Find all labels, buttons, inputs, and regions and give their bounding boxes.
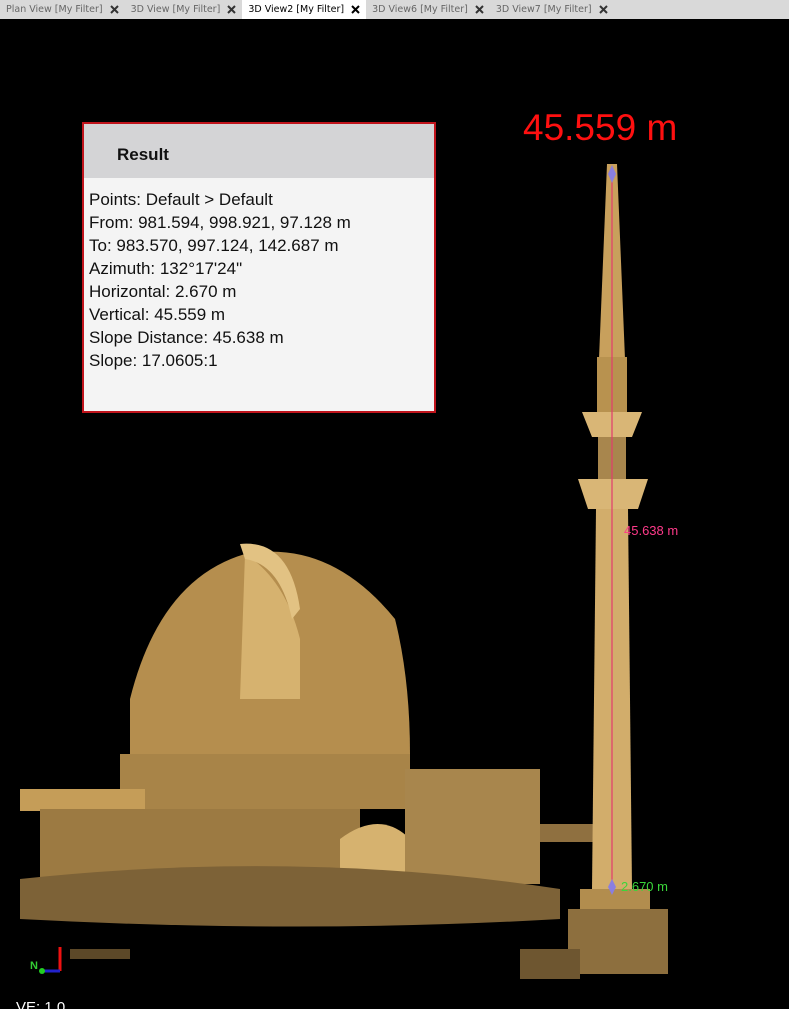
tab-close[interactable] — [475, 5, 484, 14]
footer: VE: 1.0 — [16, 999, 65, 1009]
tab-close[interactable] — [599, 5, 608, 14]
axis-label: N — [30, 960, 38, 972]
result-line: From: 981.594, 998.921, 97.128 m — [84, 211, 434, 234]
tab-label: 3D View7 [My Filter] — [496, 4, 592, 15]
tab-label: Plan View [My Filter] — [6, 4, 103, 15]
tab-label: 3D View2 [My Filter] — [248, 4, 344, 15]
tab-close[interactable] — [227, 5, 236, 14]
result-line: Horizontal: 2.670 m — [84, 280, 434, 303]
slope-label: 45.638 m — [624, 523, 678, 538]
axis-y — [39, 968, 45, 974]
result-line: Points: Default > Default — [84, 188, 434, 211]
page: Plan View [My Filter] 3D View [My Filter]… — [0, 0, 789, 1009]
result-title: Result — [84, 124, 434, 178]
result-line: Slope Distance: 45.638 m — [84, 326, 434, 349]
horizontal-label: 2.670 m — [621, 879, 668, 894]
tab[interactable]: 3D View2 [My Filter] — [242, 0, 366, 19]
tab-close[interactable] — [351, 5, 360, 14]
tab-close[interactable] — [110, 5, 119, 14]
tab-label: 3D View [My Filter] — [131, 4, 221, 15]
result-line: Vertical: 45.559 m — [84, 303, 434, 326]
result-line: Azimuth: 132°17'24" — [84, 257, 434, 280]
tab[interactable]: 3D View7 [My Filter] — [490, 0, 614, 19]
tab-bar: Plan View [My Filter] 3D View [My Filter]… — [0, 0, 789, 19]
vertical-label: 45.559 m — [523, 107, 677, 148]
tab[interactable]: 3D View [My Filter] — [125, 0, 243, 19]
tab[interactable]: Plan View [My Filter] — [0, 0, 125, 19]
tab-label: 3D View6 [My Filter] — [372, 4, 468, 15]
tab[interactable]: 3D View6 [My Filter] — [366, 0, 490, 19]
result-line: To: 983.570, 997.124, 142.687 m — [84, 234, 434, 257]
result-line: Slope: 17.0605:1 — [84, 349, 434, 372]
